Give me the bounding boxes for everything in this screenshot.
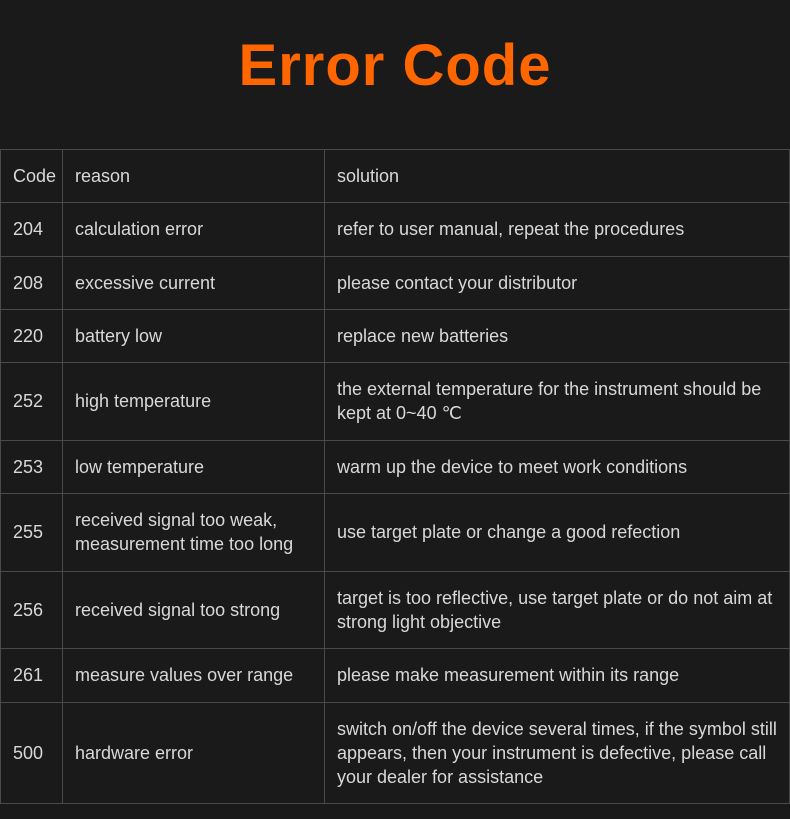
page-title: Error Code: [0, 32, 790, 99]
table-row: 255 received signal too weak, measuremen…: [1, 494, 790, 572]
cell-solution: refer to user manual, repeat the procedu…: [325, 203, 790, 256]
table-row: 252 high temperature the external temper…: [1, 363, 790, 441]
table-row: 256 received signal too strong target is…: [1, 571, 790, 649]
cell-code: 500: [1, 702, 63, 804]
cell-solution: target is too reflective, use target pla…: [325, 571, 790, 649]
table-row: 261 measure values over range please mak…: [1, 649, 790, 702]
table-header-row: Code reason solution: [1, 150, 790, 203]
error-code-table: Code reason solution 204 calculation err…: [0, 149, 790, 804]
cell-code: 252: [1, 363, 63, 441]
cell-solution: use target plate or change a good refect…: [325, 494, 790, 572]
cell-reason: low temperature: [63, 440, 325, 493]
cell-code: 261: [1, 649, 63, 702]
cell-reason: received signal too strong: [63, 571, 325, 649]
col-header-reason: reason: [63, 150, 325, 203]
cell-code: 255: [1, 494, 63, 572]
table-row: 500 hardware error switch on/off the dev…: [1, 702, 790, 804]
cell-code: 253: [1, 440, 63, 493]
table-row: 208 excessive current please contact you…: [1, 256, 790, 309]
cell-reason: measure values over range: [63, 649, 325, 702]
col-header-code: Code: [1, 150, 63, 203]
col-header-solution: solution: [325, 150, 790, 203]
cell-solution: please make measurement within its range: [325, 649, 790, 702]
cell-reason: hardware error: [63, 702, 325, 804]
cell-code: 220: [1, 309, 63, 362]
table-row: 204 calculation error refer to user manu…: [1, 203, 790, 256]
cell-solution: please contact your distributor: [325, 256, 790, 309]
cell-solution: warm up the device to meet work conditio…: [325, 440, 790, 493]
cell-solution: replace new batteries: [325, 309, 790, 362]
cell-solution: switch on/off the device several times, …: [325, 702, 790, 804]
cell-code: 256: [1, 571, 63, 649]
error-code-panel: Error Code Code reason solution 204 calc…: [0, 0, 790, 819]
cell-code: 204: [1, 203, 63, 256]
cell-code: 208: [1, 256, 63, 309]
cell-reason: battery low: [63, 309, 325, 362]
cell-reason: received signal too weak, measurement ti…: [63, 494, 325, 572]
table-row: 220 battery low replace new batteries: [1, 309, 790, 362]
cell-solution: the external temperature for the instrum…: [325, 363, 790, 441]
cell-reason: calculation error: [63, 203, 325, 256]
cell-reason: excessive current: [63, 256, 325, 309]
cell-reason: high temperature: [63, 363, 325, 441]
table-row: 253 low temperature warm up the device t…: [1, 440, 790, 493]
